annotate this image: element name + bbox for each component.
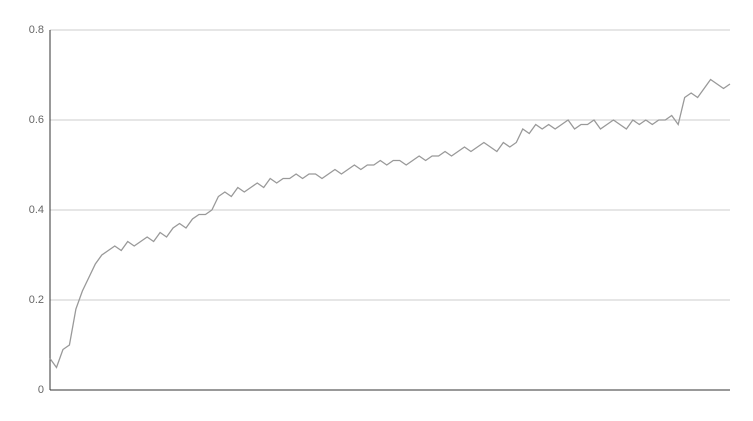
y-tick-label: 0.8 [29, 24, 44, 36]
y-tick-label: 0.2 [29, 294, 44, 306]
data-line [49, 78, 731, 369]
y-tick-label: 0 [38, 384, 44, 396]
y-tick-label: 0.6 [29, 114, 44, 126]
y-tick-label: 0.4 [29, 204, 44, 216]
